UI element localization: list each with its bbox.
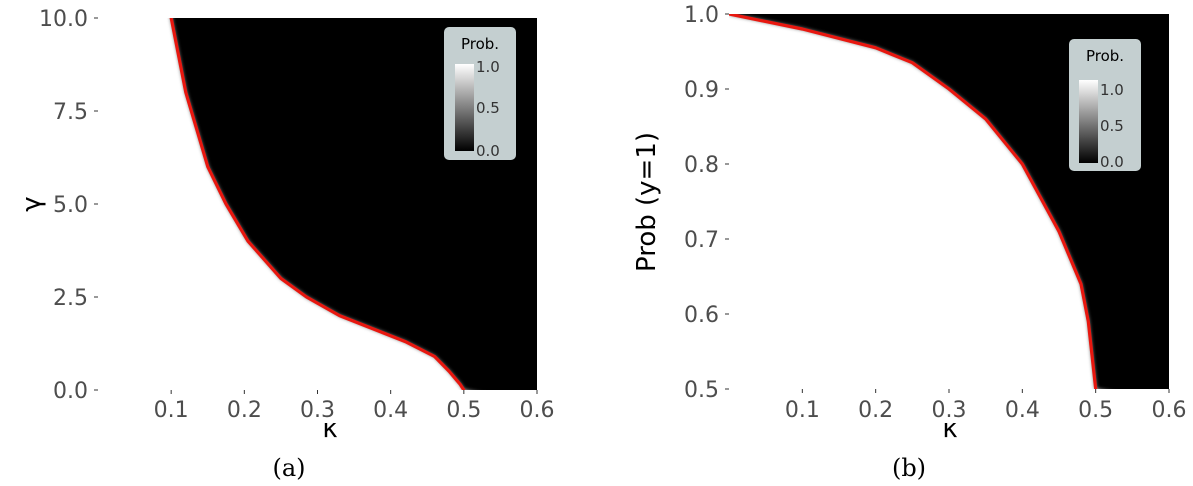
x-tick-label: 0.4 xyxy=(373,398,408,423)
legend-a: Prob. 1.0 0.5 0.0 xyxy=(444,27,516,160)
x-tick-label: 0.2 xyxy=(227,398,262,423)
x-axis-ticks-b: 0.1 0.2 0.3 0.4 0.5 0.6 xyxy=(785,389,1187,423)
legend-label-a-mid: 0.5 xyxy=(476,99,500,117)
legend-label-b-high: 1.0 xyxy=(1100,81,1124,99)
x-tick-label: 0.3 xyxy=(932,398,967,423)
y-tick-label: 0.0 xyxy=(53,379,88,404)
x-tick-label: 0.3 xyxy=(300,398,335,423)
panel-a: 0.1 0.2 0.3 0.4 0.5 0.6 0.02.55.07.510.0 κ γ … xyxy=(17,7,555,482)
caption-b: (b) xyxy=(892,454,926,482)
y-tick-label: 0.8 xyxy=(684,153,719,178)
y-tick-label: 0.5 xyxy=(684,378,719,403)
y-tick-label: 10.0 xyxy=(39,7,88,32)
y-tick-label: 2.5 xyxy=(53,286,88,311)
y-axis-ticks-b: 0.5 0.6 0.7 0.8 0.9 1.0 xyxy=(684,3,729,403)
y-tick-label: 1.0 xyxy=(684,3,719,28)
legend-b: Prob. 1.0 0.5 0.0 xyxy=(1069,39,1141,171)
caption-a: (a) xyxy=(272,454,305,482)
y-tick-label: 5.0 xyxy=(53,193,88,218)
y-tick-label: 0.6 xyxy=(684,303,719,328)
y-tick-label: 0.9 xyxy=(684,78,719,103)
boundary-curve-b xyxy=(729,14,1098,389)
heatmap-region-b xyxy=(729,14,1169,389)
legend-label-b-low: 0.0 xyxy=(1100,153,1124,171)
y-axis-title-b: Prob (y=1) xyxy=(632,132,662,272)
legend-title-b: Prob. xyxy=(1086,47,1124,65)
y-tick-label: 7.5 xyxy=(53,100,88,125)
y-tick-label: 0.7 xyxy=(684,228,719,253)
x-tick-label: 0.1 xyxy=(785,398,820,423)
x-tick-label: 0.5 xyxy=(1078,398,1113,423)
legend-colorbar-a xyxy=(455,64,474,151)
y-axis-ticks-a: 0.0 2.5 5.0 7.5 10.0 xyxy=(39,7,98,404)
x-axis-title-b: κ xyxy=(942,414,957,444)
x-axis-title-a: κ xyxy=(322,414,337,444)
legend-label-a-low: 0.0 xyxy=(476,142,500,160)
legend-label-a-high: 1.0 xyxy=(476,58,500,76)
x-tick-label: 0.6 xyxy=(1152,398,1187,423)
legend-colorbar-b xyxy=(1079,80,1098,163)
x-tick-label: 0.4 xyxy=(1005,398,1040,423)
x-tick-label: 0.5 xyxy=(446,398,481,423)
panel-b: 0.1 0.2 0.3 0.4 0.5 0.6 0.50.60.70.80.91.0 κ … xyxy=(632,3,1187,482)
legend-label-b-mid: 0.5 xyxy=(1100,117,1124,135)
y-axis-title-a: γ xyxy=(17,196,47,211)
boundary-curve-a xyxy=(169,18,466,390)
legend-title-a: Prob. xyxy=(461,35,499,53)
x-tick-label: 0.6 xyxy=(520,398,555,423)
x-axis-ticks-a: 0.1 0.2 0.3 0.4 0.5 0.6 xyxy=(154,390,555,423)
x-tick-label: 0.2 xyxy=(858,398,893,423)
x-tick-label: 0.1 xyxy=(154,398,189,423)
